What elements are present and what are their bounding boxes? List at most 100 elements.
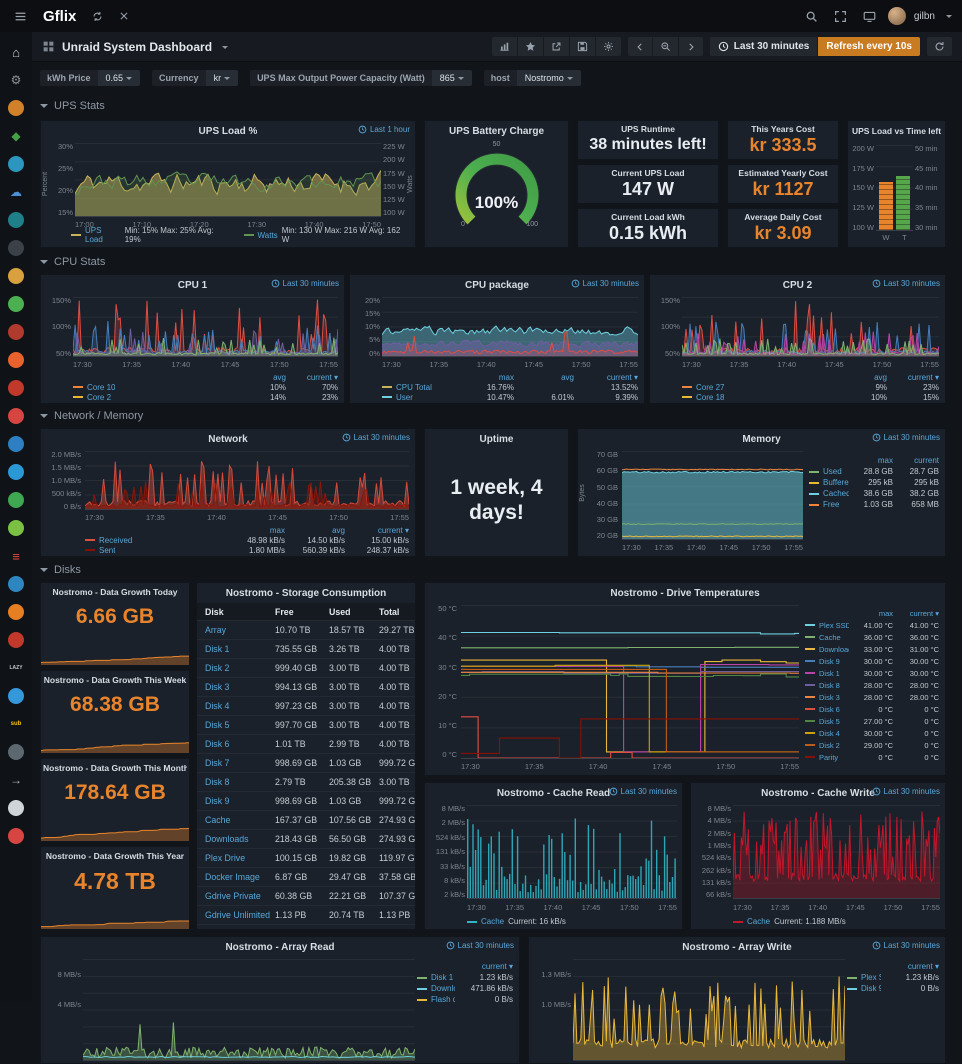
sidebar-app-icon-lazylibrarian[interactable]: LAZY <box>9 664 23 671</box>
panel-time-range[interactable]: Last 30 minutes <box>872 941 940 950</box>
panel-title[interactable]: UPS Runtime <box>621 124 675 134</box>
disk-link[interactable]: Downloads <box>205 834 249 844</box>
series-name[interactable]: Cached <box>823 489 849 498</box>
series-name[interactable]: Core 27 <box>696 382 725 392</box>
sidebar-app-icon-home[interactable]: ⌂ <box>12 44 20 60</box>
section-disks[interactable]: Disks <box>40 564 81 576</box>
sidebar-app-icon-github[interactable] <box>8 800 24 816</box>
panel-title[interactable]: Average Daily Cost <box>744 212 822 222</box>
disk-link[interactable]: Disk 6 <box>205 739 230 749</box>
sidebar-app-icon-cloud-app[interactable]: ☁ <box>10 185 22 199</box>
sidebar-app-icon-organizr[interactable] <box>8 744 24 760</box>
panel-title[interactable]: UPS Load % <box>198 125 258 137</box>
sidebar-app-icon-unraid[interactable]: ≡ <box>12 548 20 564</box>
variable-value-dropdown[interactable]: 0.65 <box>97 70 141 86</box>
series-name[interactable]: Plex SSD <box>819 620 849 630</box>
disk-link[interactable]: Disk 5 <box>205 720 230 730</box>
app-brand[interactable]: Gflix <box>43 7 77 25</box>
series-name[interactable]: Core 18 <box>696 392 725 402</box>
sidebar-app-icon-tautulli[interactable] <box>8 240 24 256</box>
series-name[interactable]: Flash drive <box>431 995 455 1004</box>
sidebar-app-icon-pihole-shield[interactable] <box>8 380 24 396</box>
disk-link[interactable]: Disk 4 <box>205 701 230 711</box>
series-name[interactable]: Watts <box>257 230 278 240</box>
series-name[interactable]: Cache <box>819 632 841 642</box>
disk-link[interactable]: Cache <box>205 815 231 825</box>
sidebar-app-icon-download-app[interactable] <box>8 632 24 648</box>
sidebar-app-icon-rutorrent[interactable] <box>8 324 24 340</box>
section-ups-stats[interactable]: UPS Stats <box>40 100 105 112</box>
disk-link[interactable]: Disk 8 <box>205 777 230 787</box>
panel-title[interactable]: Current UPS Load <box>611 168 685 178</box>
sidebar-app-icon-grafana[interactable] <box>8 352 24 368</box>
save-icon[interactable] <box>570 37 596 56</box>
disk-link[interactable]: Gdrive Private <box>205 891 261 901</box>
search-icon[interactable] <box>801 6 822 27</box>
variable-value-dropdown[interactable]: 865 <box>431 70 472 86</box>
add-panel-icon[interactable] <box>492 37 518 56</box>
series-name[interactable]: Disk 5 <box>819 716 840 726</box>
sidebar-app-icon-ombi[interactable] <box>8 296 24 312</box>
fullscreen-icon[interactable] <box>830 6 851 27</box>
series-name[interactable]: Downloads <box>819 644 849 654</box>
series-name[interactable]: Disk 6 <box>819 704 840 714</box>
sidebar-app-icon-radarr[interactable]: ◆ <box>11 129 21 143</box>
panel-title[interactable]: Estimated Yearly Cost <box>738 168 828 178</box>
series-name[interactable]: Used <box>823 467 842 476</box>
panel-time-range[interactable]: Last 30 minutes <box>609 787 677 796</box>
panel-title[interactable]: Memory <box>742 433 781 445</box>
series-name[interactable]: Core 2 <box>87 392 112 402</box>
series-name[interactable]: UPS Load <box>85 226 103 244</box>
series-name[interactable]: Disk 8 <box>819 680 840 690</box>
sidebar-app-icon-logout[interactable]: → <box>10 773 22 787</box>
sidebar-app-icon-red-dot-app[interactable] <box>8 828 24 844</box>
sidebar-app-icon-bazarr[interactable] <box>8 268 24 284</box>
panel-title[interactable]: UPS Battery Charge <box>448 125 545 137</box>
panel-title[interactable]: CPU 2 <box>782 279 813 291</box>
sidebar-app-icon-subsonic[interactable]: sub <box>10 721 22 727</box>
section-cpu-stats[interactable]: CPU Stats <box>40 256 105 268</box>
series-name[interactable]: Received <box>99 535 133 545</box>
panel-title[interactable]: Nostromo - Data Growth This Year <box>45 851 185 861</box>
panel-time-range[interactable]: Last 30 minutes <box>342 433 410 442</box>
series-name[interactable]: Sent <box>99 545 116 555</box>
sidebar-app-icon-green-app[interactable] <box>8 492 24 508</box>
series-name[interactable]: Downloads <box>431 984 455 993</box>
panel-title[interactable]: Nostromo - Storage Consumption <box>225 587 387 599</box>
variable-value-dropdown[interactable]: kr <box>205 70 239 86</box>
series-name[interactable]: Parity <box>819 752 839 762</box>
series-name[interactable]: Buffered <box>823 478 849 487</box>
user-menu[interactable]: gilbn <box>913 10 935 22</box>
dashboard-picker[interactable]: Unraid System Dashboard <box>42 40 229 54</box>
series-name[interactable]: User <box>396 392 413 402</box>
series-name[interactable]: Disk 4 <box>819 728 840 738</box>
disk-link[interactable]: Plex Drive <box>205 853 246 863</box>
panel-title[interactable]: Nostromo - Array Read <box>225 941 335 953</box>
refresh-icon[interactable] <box>927 37 952 56</box>
series-name[interactable]: CPU Total <box>396 382 432 392</box>
close-icon[interactable] <box>115 7 133 25</box>
panel-time-range[interactable]: Last 1 hour <box>358 125 410 134</box>
series-name[interactable]: Disk 9 <box>861 984 881 993</box>
panel-title[interactable]: This Years Cost <box>751 124 815 134</box>
sidebar-app-icon-leaf-app[interactable] <box>8 520 24 536</box>
panel-title[interactable]: Network <box>208 433 248 445</box>
panel-time-range[interactable]: Last 30 minutes <box>872 279 940 288</box>
variable-value-dropdown[interactable]: Nostromo <box>516 70 581 86</box>
panel-title[interactable]: CPU package <box>465 279 529 291</box>
series-name[interactable]: Plex SSD <box>861 973 881 982</box>
panel-title[interactable]: Nostromo - Cache Write <box>761 787 875 799</box>
settings-icon[interactable] <box>596 37 621 56</box>
menu-icon[interactable] <box>10 6 31 27</box>
disk-link[interactable]: Disk 2 <box>205 663 230 673</box>
panel-title[interactable]: Nostromo - Cache Read <box>496 787 611 799</box>
panel-time-range[interactable]: Last 30 minutes <box>446 941 514 950</box>
sidebar-app-icon-deluge-app[interactable] <box>8 604 24 620</box>
series-name[interactable]: Cache <box>481 917 505 926</box>
avatar[interactable] <box>887 7 906 25</box>
time-range-picker[interactable]: Last 30 minutes <box>709 37 818 56</box>
disk-link[interactable]: Disk 9 <box>205 796 230 806</box>
sidebar-app-icon-privacy-eye[interactable] <box>8 436 24 452</box>
sidebar-app-icon-jackett[interactable] <box>8 212 24 228</box>
tv-mode-icon[interactable] <box>859 6 880 27</box>
